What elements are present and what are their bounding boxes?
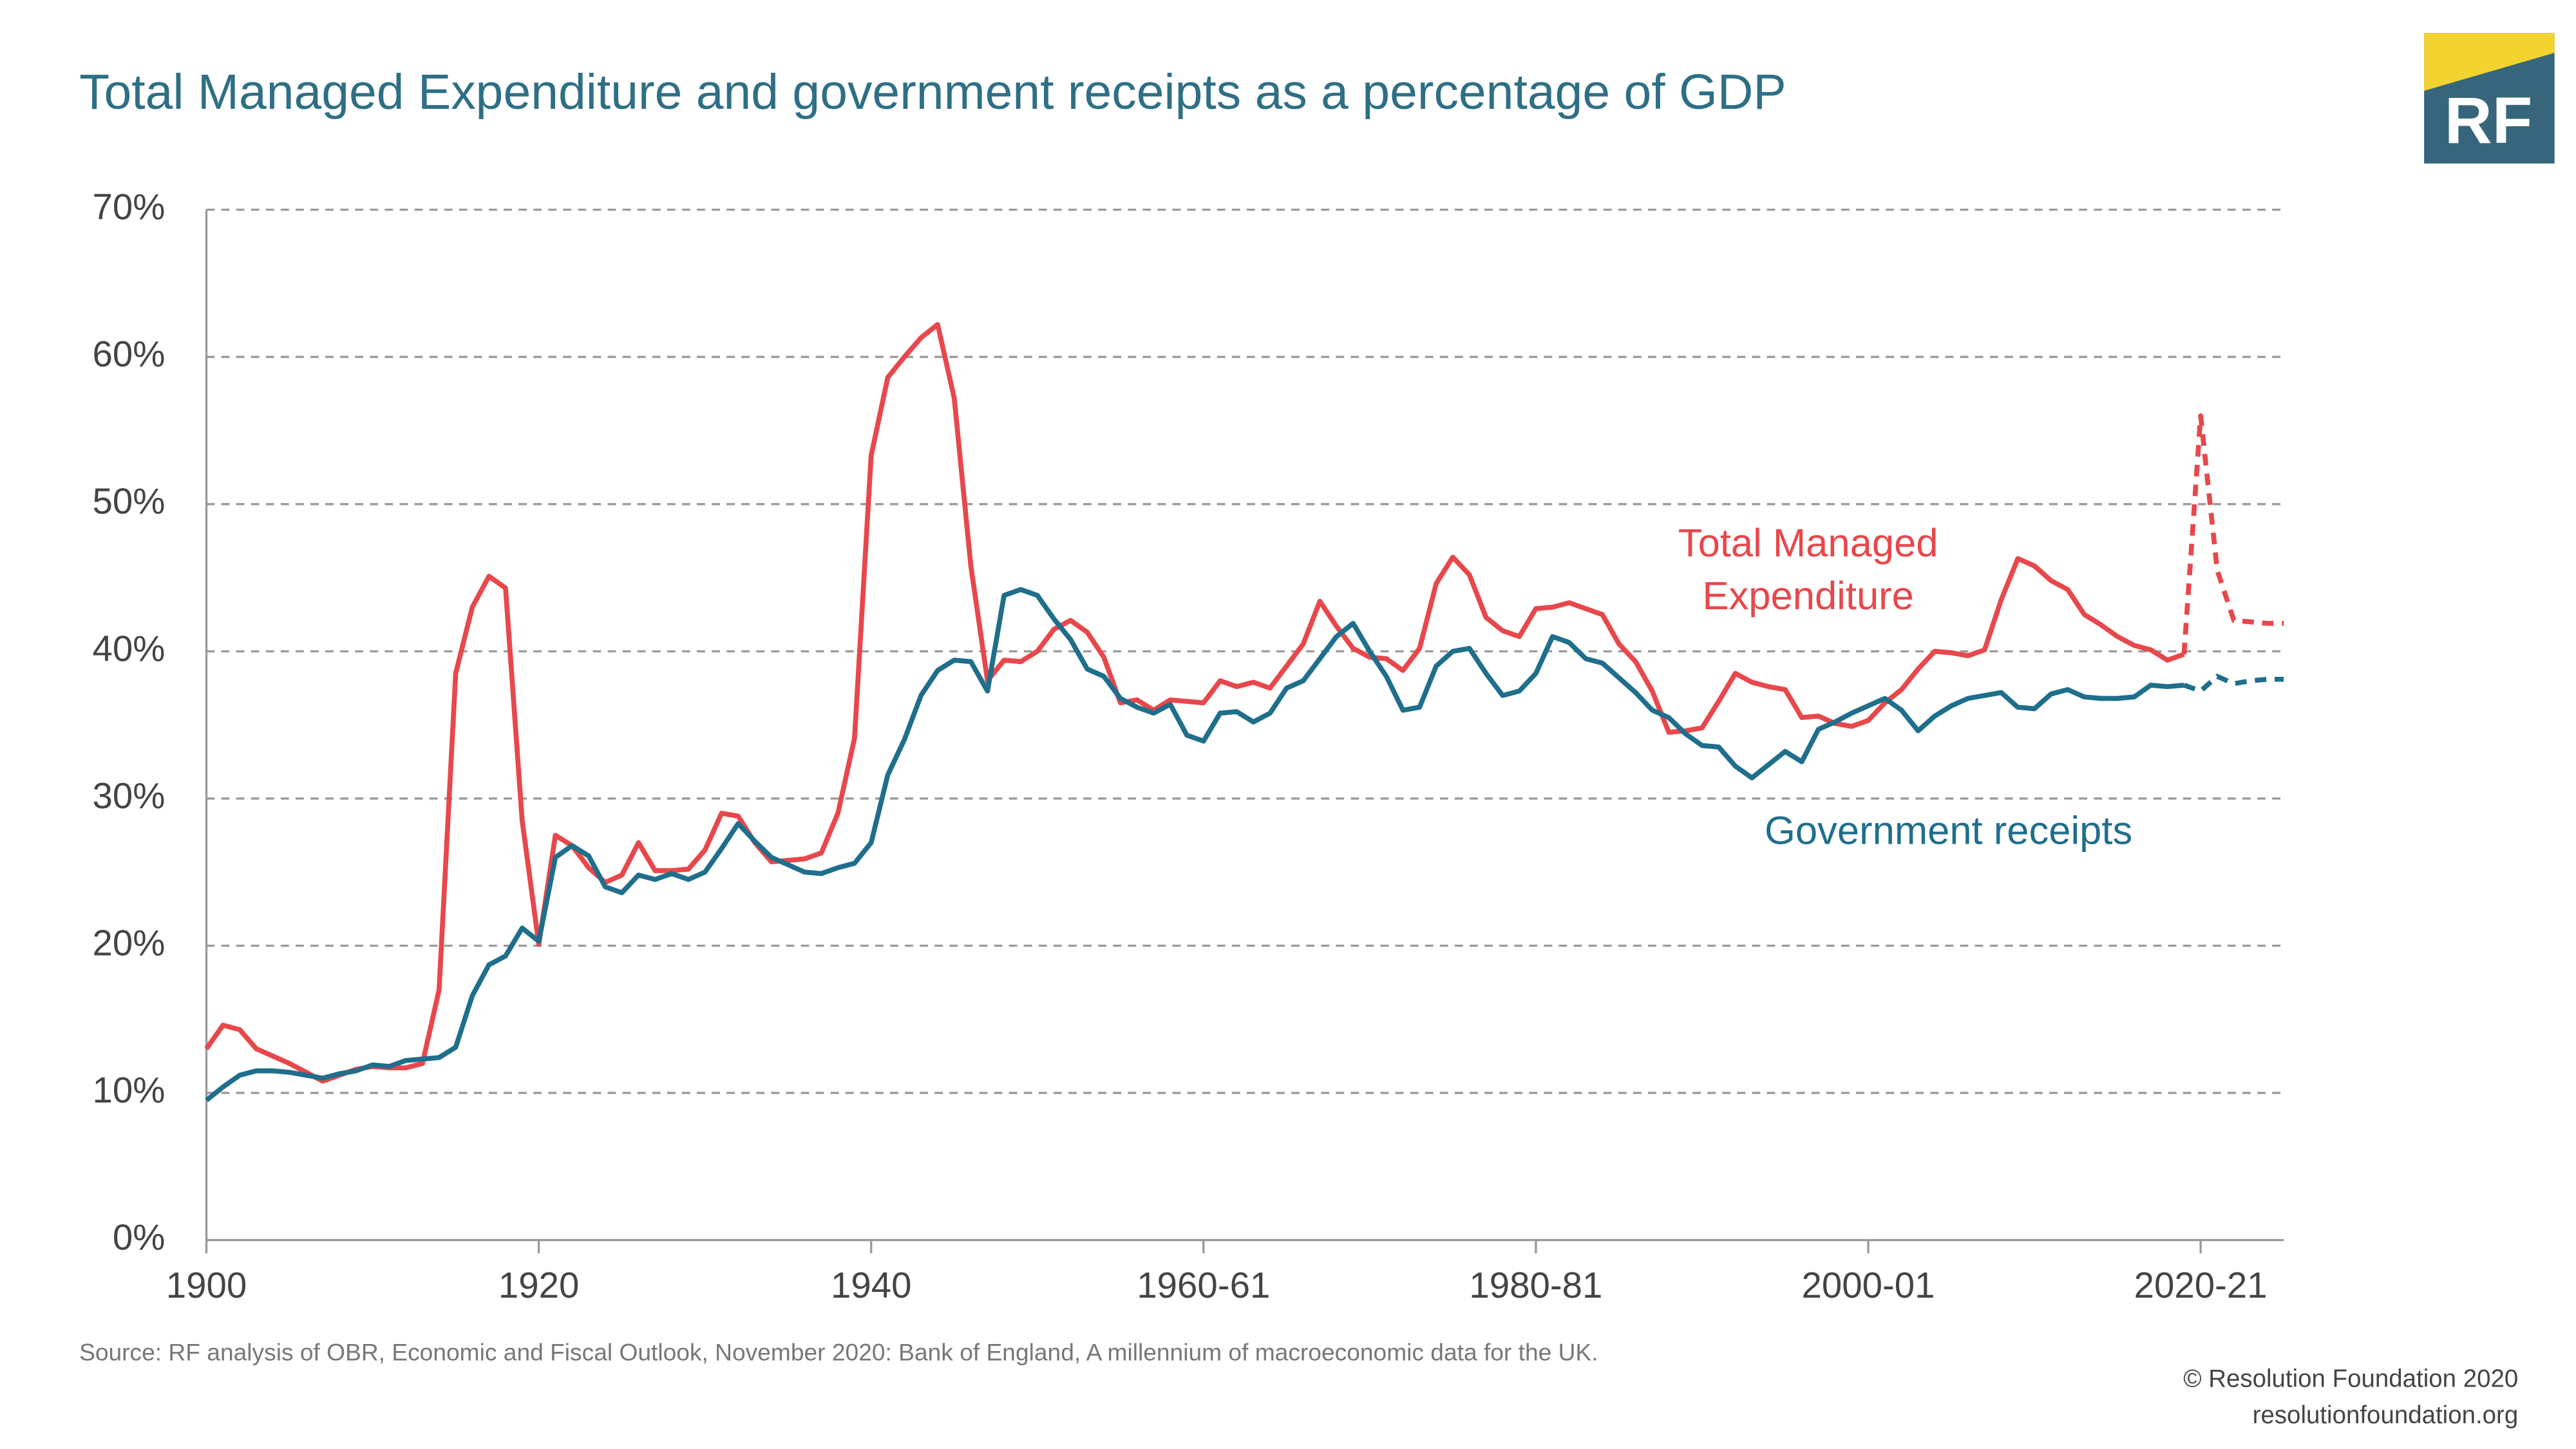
- series-line: [204, 322, 2185, 1084]
- x-tick-label: 1980-81: [1469, 1265, 1602, 1305]
- x-tick-label: 2000-01: [1802, 1265, 1935, 1305]
- credit: © Resolution Foundation 2020: [2183, 1365, 2518, 1393]
- series-label-box: Government receipts: [1765, 809, 2133, 854]
- y-tick-label: 60%: [93, 334, 166, 374]
- x-tick-label: 1920: [498, 1265, 579, 1305]
- logo: RF: [2424, 33, 2555, 164]
- y-tick-label: 30%: [93, 775, 166, 816]
- series-label: Total Managed Expenditure: [1678, 522, 1938, 620]
- x-tick-label: 1960-61: [1137, 1265, 1270, 1305]
- chart-title: Total Managed Expenditure and government…: [79, 64, 1786, 120]
- logo-accent: [2424, 33, 2555, 91]
- y-tick-label: 10%: [93, 1070, 166, 1110]
- series-line-projection: [2183, 674, 2284, 694]
- x-tick-label: 2020-21: [2134, 1265, 2268, 1305]
- series-label: Government receipts: [1765, 809, 2133, 854]
- credit: resolutionfoundation.org: [2253, 1401, 2519, 1429]
- y-tick-label: 70%: [93, 187, 166, 227]
- y-tick-label: 0%: [113, 1217, 166, 1258]
- source-note: Source: RF analysis of OBR, Economic and…: [79, 1338, 1598, 1365]
- series-line: [205, 587, 2184, 1103]
- y-tick-label: 40%: [93, 628, 166, 668]
- x-tick-label: 1900: [166, 1265, 247, 1305]
- series-label-box: Total Managed Expenditure: [1678, 522, 1938, 620]
- logo-text: RF: [2445, 83, 2533, 157]
- x-tick-label: 1940: [831, 1265, 911, 1305]
- y-tick-label: 50%: [93, 481, 166, 522]
- y-tick-label: 20%: [93, 922, 166, 963]
- series-line-projection: [2181, 413, 2284, 655]
